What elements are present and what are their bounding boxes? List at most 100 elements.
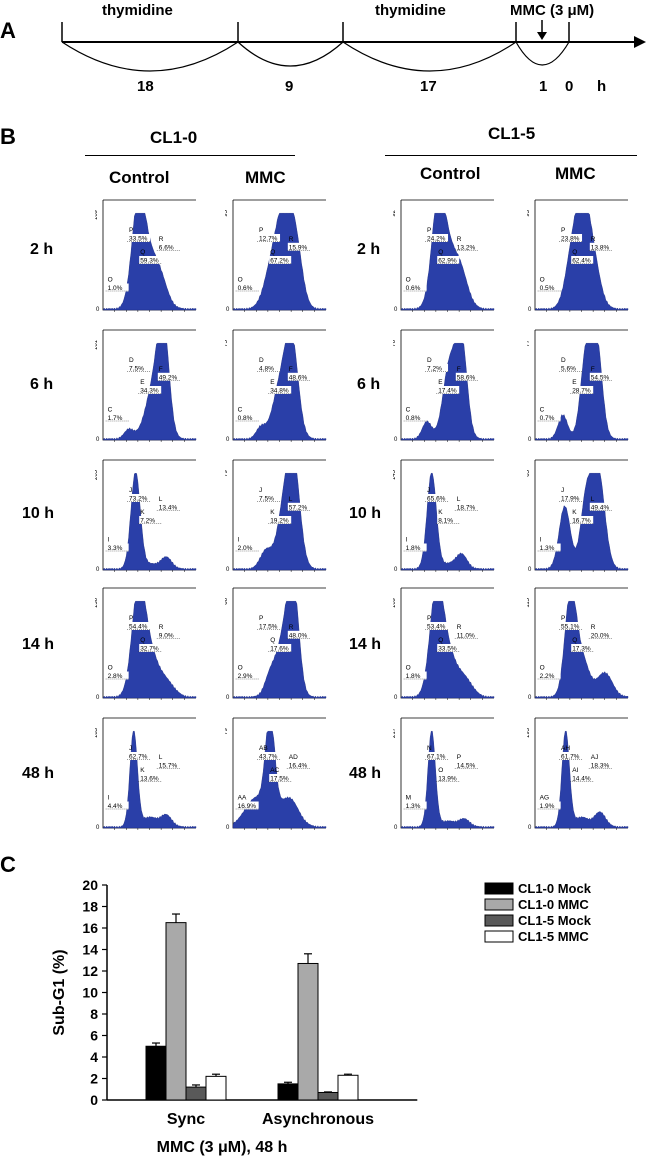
group-cl1-5-underline — [385, 155, 637, 156]
gate-label-background — [139, 516, 162, 524]
gate-percentage: 5.6% — [561, 366, 576, 373]
gate-label-background — [560, 234, 583, 242]
gate-letter: N — [427, 745, 432, 752]
histogram-axes — [102, 717, 196, 829]
gate-letter: AG — [540, 795, 549, 802]
gate-label-background — [106, 413, 129, 422]
panel-label-c: C — [0, 852, 16, 877]
gate-percentage: 65.6% — [427, 496, 446, 503]
gate-label-background — [139, 386, 162, 394]
histogram-axes — [534, 717, 628, 829]
y-tick-label: 16 — [82, 920, 98, 936]
gate-letter: K — [438, 509, 443, 516]
gate-percentage: 0.6% — [238, 285, 253, 292]
gate-percentage: 12.7% — [259, 236, 278, 243]
gate-label-background — [560, 752, 583, 760]
bar — [165, 922, 187, 1101]
gate-label-background — [426, 234, 449, 242]
histogram-ymin: 0 — [226, 437, 230, 443]
condition-cl1-0-control: Control — [109, 168, 170, 187]
gate-label-background — [538, 283, 561, 292]
gate-label-background — [258, 622, 281, 630]
gate-letter: O — [238, 277, 243, 284]
gate-label-background — [236, 413, 259, 422]
gate-percentage: 7.5% — [259, 496, 274, 503]
histogram-ymax: 183 — [95, 727, 99, 738]
histogram-ymax: 66 — [225, 597, 229, 604]
gate-percentage: 13.8% — [591, 244, 610, 251]
legend-label: CL1-5 Mock — [518, 913, 592, 928]
bar — [317, 1091, 339, 1101]
timeline-brace-3 — [342, 41, 517, 72]
gate-letter: F — [591, 366, 595, 373]
gate-letter: AH — [561, 745, 570, 752]
gate-letter: Q — [572, 249, 577, 256]
gate-label-background — [404, 283, 427, 292]
y-tick-label: 4 — [90, 1049, 98, 1065]
gate-label-background — [128, 494, 151, 502]
gate-percentage: 67.2% — [270, 258, 289, 265]
gate-label-background — [560, 622, 583, 630]
gate-label-background — [437, 644, 460, 652]
histogram-ymin: 0 — [226, 825, 230, 831]
histogram-ymax: 92 — [393, 209, 397, 216]
histogram-ymin: 0 — [96, 567, 100, 573]
bar — [297, 962, 319, 1101]
y-tick-label: 0 — [90, 1092, 98, 1108]
gate-letter: F — [159, 366, 163, 373]
histogram-area — [102, 731, 197, 829]
group-cl1-0-underline — [85, 155, 295, 156]
gate-percentage: 19.2% — [270, 518, 289, 525]
gate-letter: O — [108, 665, 113, 672]
histogram-ymin: 0 — [394, 437, 398, 443]
gate-label-background — [236, 543, 259, 552]
gate-letter: E — [270, 379, 275, 386]
gate-percentage: 14.4% — [572, 776, 591, 783]
time-label-6h-right: 6 h — [357, 376, 381, 393]
gate-letter: R — [457, 624, 462, 631]
gate-letter: Q — [270, 637, 275, 644]
gate-percentage: 17.6% — [270, 646, 289, 653]
gate-label-background — [269, 386, 292, 394]
x-category-label: Asynchronous — [262, 1111, 374, 1128]
time-label-2h-right: 2 h — [357, 241, 381, 258]
gate-letter: O — [540, 277, 545, 284]
legend-swatch — [484, 898, 514, 911]
histogram-ymax: 115 — [527, 597, 531, 607]
gate-letter: D — [259, 357, 264, 364]
gate-percentage: 24.2% — [427, 236, 446, 243]
gate-letter: O — [108, 277, 113, 284]
gate-letter: R — [457, 236, 462, 243]
duration-17: 17 — [420, 78, 437, 95]
gate-percentage: 3.3% — [108, 545, 123, 552]
gate-label-background — [269, 256, 292, 264]
mmc-label: MMC (3 μM) — [510, 2, 595, 19]
legend-label: CL1-0 Mock — [518, 881, 592, 896]
gate-letter: R — [591, 236, 596, 243]
gate-label-background — [426, 752, 449, 760]
gate-percentage: 4.4% — [108, 803, 123, 810]
gate-letter: P — [561, 615, 565, 622]
gate-letter: J — [259, 487, 262, 494]
y-tick-label: 14 — [82, 942, 98, 958]
histogram-axes — [102, 459, 196, 571]
time-label-2h-left: 2 h — [30, 241, 54, 258]
gate-percentage: 4.8% — [259, 366, 274, 373]
gate-letter: J — [561, 487, 564, 494]
histogram-ymax: 136 — [95, 597, 99, 608]
gate-percentage: 7.2% — [140, 518, 155, 525]
duration-18: 18 — [137, 78, 154, 95]
gate-percentage: 17.5% — [259, 624, 278, 631]
gate-letter: L — [457, 496, 461, 503]
gate-label-background — [538, 801, 561, 810]
gate-letter: I — [238, 537, 240, 544]
gate-letter: AJ — [591, 754, 599, 761]
histogram-axes — [400, 459, 494, 571]
gate-letter: F — [457, 366, 461, 373]
gate-percentage: 16.9% — [238, 803, 257, 810]
gate-percentage: 33.5% — [438, 646, 457, 653]
group-cl1-5: CL1-5 — [488, 124, 536, 143]
gate-percentage: 14.5% — [457, 762, 476, 769]
gate-label-background — [139, 256, 162, 264]
gate-letter: I — [108, 795, 110, 802]
